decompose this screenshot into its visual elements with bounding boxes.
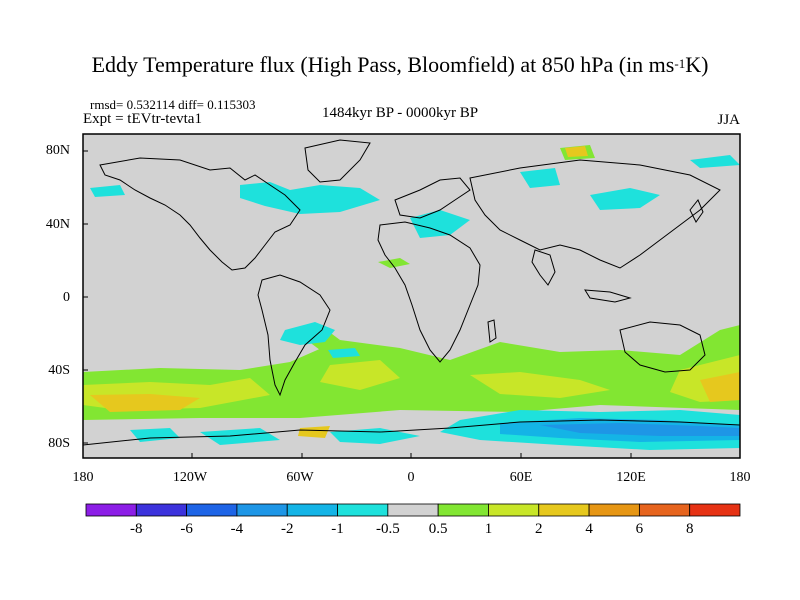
contour-neg-light <box>90 185 125 197</box>
coastline-north-america <box>99 157 301 271</box>
period-label: 1484kyr BP - 0000kyr BP <box>322 105 479 121</box>
colorbar-label: -6 <box>180 521 193 537</box>
contour-neg-light <box>590 188 660 210</box>
coastline-madagascar <box>487 319 497 343</box>
lon-label-180w: 180 <box>72 470 94 485</box>
coastline-europe <box>394 177 471 219</box>
contour-neg-light <box>280 322 335 345</box>
colorbar-swatch <box>236 503 288 517</box>
contour-pos-strong <box>565 146 588 157</box>
colorbar-label: 1 <box>484 521 493 537</box>
contour-pos-strong <box>298 426 330 438</box>
colorbar-swatch <box>538 503 590 517</box>
colorbar-swatch <box>337 503 389 517</box>
colorbar-label: -4 <box>230 521 244 537</box>
experiment-label: Expt = tEVtr-tevta1 <box>83 111 202 127</box>
lat-label-80n: 80N <box>45 143 70 158</box>
contour-neg-light <box>200 428 280 445</box>
colorbar-swatch <box>588 503 640 517</box>
lat-label-0: 0 <box>63 290 70 305</box>
coastline-greenland <box>304 139 371 183</box>
coastline-indonesia <box>584 289 632 303</box>
colorbar-label: 8 <box>685 521 694 537</box>
lon-label-60e: 60E <box>509 470 533 485</box>
colorbar-swatch <box>286 503 338 517</box>
colorbar-label: 2 <box>535 521 543 537</box>
coastline-india <box>531 249 556 286</box>
contour-pos-strong <box>700 372 740 402</box>
lon-label-0: 0 <box>407 470 415 485</box>
coastline-japan <box>689 199 704 223</box>
colorbar-label: -0.5 <box>375 521 400 537</box>
axis-ticks <box>83 150 632 458</box>
colorbar-label: 0.5 <box>428 521 448 537</box>
map-field <box>83 134 740 458</box>
colorbar-swatch <box>85 503 137 517</box>
lon-label-120e: 120E <box>616 470 646 485</box>
lat-label-80s: 80S <box>48 436 70 451</box>
colorbar-label: -1 <box>331 521 344 537</box>
colorbar-label: -2 <box>280 521 294 537</box>
coastlines <box>83 139 740 446</box>
contour-neg-strong <box>540 423 740 436</box>
map-title: Eddy Temperature flux (High Pass, Bloomf… <box>91 52 709 77</box>
contour-neg-light <box>410 210 470 238</box>
colorbar-swatch <box>186 503 238 517</box>
colorbar-swatch <box>135 503 188 517</box>
coastline-australia <box>619 321 706 373</box>
lon-label-60w: 60W <box>286 470 314 485</box>
stats-text: rmsd= 0.532114 diff= 0.115303 <box>90 97 256 112</box>
contour-neg-light <box>330 428 420 444</box>
coastline-antarctica <box>83 419 740 446</box>
contour-neg-light <box>690 155 740 168</box>
contour-pos-mid <box>320 360 400 390</box>
colorbar-swatch <box>437 503 489 517</box>
colorbar-label: 4 <box>585 521 593 537</box>
season-label: JJA <box>717 112 740 128</box>
contour-pos-mid <box>470 372 610 398</box>
lat-label-40n: 40N <box>45 217 70 232</box>
colorbar-swatch <box>689 503 741 517</box>
lon-label-120w: 120W <box>172 470 208 485</box>
lat-label-40s: 40S <box>48 363 70 378</box>
contour-pos-strong <box>90 394 200 412</box>
colorbar <box>85 503 741 517</box>
colorbar-label: -8 <box>130 521 143 537</box>
coastline-asia <box>469 159 721 269</box>
contour-neg-light <box>328 348 360 358</box>
contour-neg-light <box>520 168 560 188</box>
colorbar-swatch <box>638 503 691 517</box>
contour-pos-light <box>378 258 410 268</box>
lon-label-180e: 180 <box>729 470 751 485</box>
coastline-africa <box>377 221 481 363</box>
colorbar-swatch <box>488 503 540 517</box>
contour-neg-light <box>240 182 380 214</box>
colorbar-swatch <box>387 503 439 517</box>
coastline-south-america <box>257 274 331 397</box>
colorbar-label: 6 <box>635 521 644 537</box>
